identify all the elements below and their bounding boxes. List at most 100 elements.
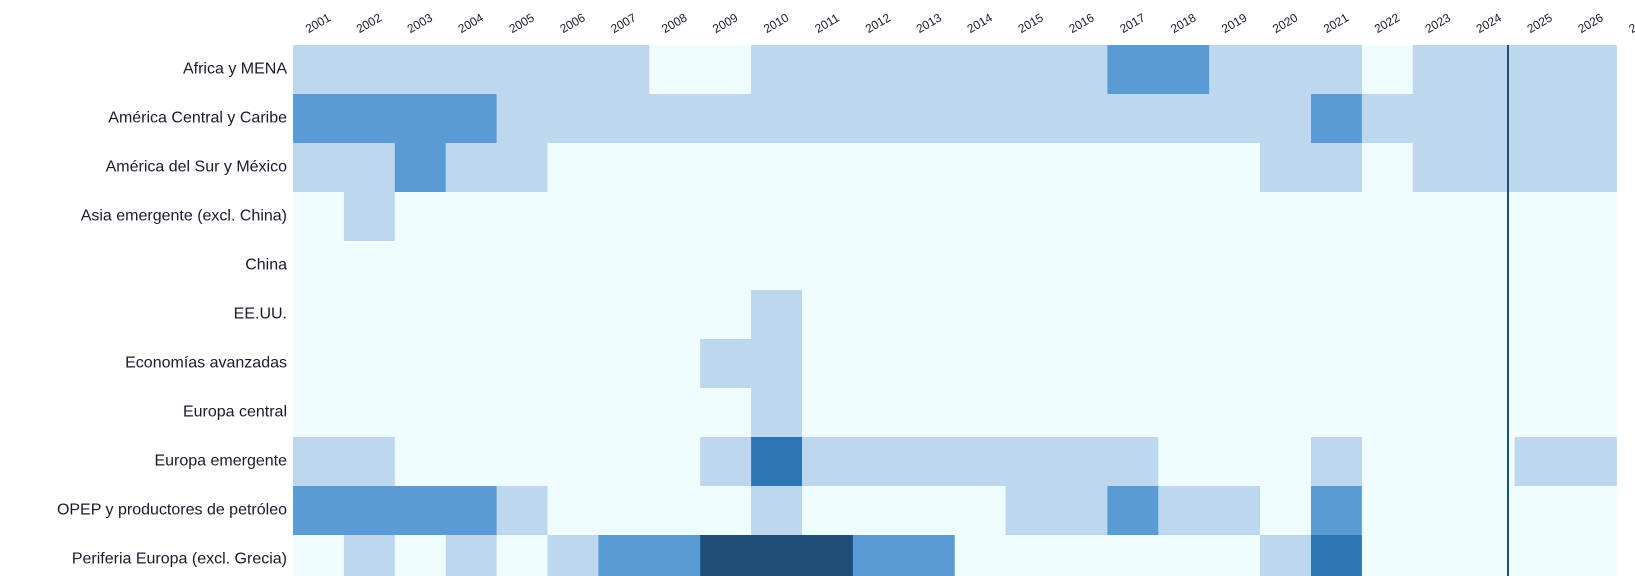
- x-tick-label: 2001: [303, 10, 333, 36]
- cell: [1463, 388, 1516, 438]
- cell: [394, 45, 447, 95]
- cell: [1107, 241, 1159, 291]
- cell: [598, 339, 650, 389]
- x-tick-label: 2027: [1626, 10, 1635, 36]
- cell: [1056, 339, 1108, 389]
- cell: [496, 339, 548, 389]
- cell: [1565, 143, 1617, 193]
- cell: [903, 339, 956, 389]
- cell: [1514, 388, 1566, 438]
- cell: [1361, 94, 1414, 144]
- cell: [1463, 437, 1516, 487]
- cell: [1056, 388, 1108, 438]
- cell: [1514, 535, 1566, 576]
- cell: [700, 94, 752, 144]
- cell: [445, 388, 498, 438]
- cell: [1311, 290, 1363, 340]
- cell: [1361, 339, 1414, 389]
- cell: [496, 94, 548, 144]
- cell: [1158, 486, 1210, 536]
- cell: [954, 290, 1007, 340]
- cell: [1361, 437, 1414, 487]
- cell: [954, 437, 1007, 487]
- cell: [903, 535, 956, 576]
- cell: [954, 388, 1007, 438]
- cell: [343, 241, 396, 291]
- cell: [1158, 535, 1210, 576]
- cell: [1005, 535, 1057, 576]
- cell: [1412, 388, 1465, 438]
- cell: [1005, 192, 1057, 242]
- cell: [954, 143, 1007, 193]
- cell: [496, 486, 548, 536]
- cell: [1463, 143, 1516, 193]
- cell: [343, 192, 396, 242]
- cell: [1209, 535, 1261, 576]
- cell: [445, 290, 498, 340]
- x-tick-label: 2022: [1372, 10, 1402, 36]
- cell: [1565, 388, 1617, 438]
- x-tick-label: 2019: [1219, 10, 1249, 36]
- cell: [1260, 486, 1312, 536]
- cell: [700, 486, 752, 536]
- cell: [1361, 290, 1414, 340]
- cell: [1107, 45, 1159, 95]
- cell: [445, 45, 498, 95]
- cell: [343, 388, 396, 438]
- cell: [598, 388, 650, 438]
- cell: [700, 192, 752, 242]
- cell: [547, 437, 599, 487]
- cell: [1361, 486, 1414, 536]
- cell: [903, 486, 956, 536]
- cell: [343, 437, 396, 487]
- cell: [1463, 486, 1516, 536]
- cell: [1565, 486, 1617, 536]
- cell: [954, 192, 1007, 242]
- cell: [1260, 437, 1312, 487]
- x-tick-label: 2007: [608, 10, 638, 36]
- x-tick-label: 2025: [1525, 10, 1555, 36]
- cell: [293, 437, 345, 487]
- cell: [751, 290, 803, 340]
- cell: [1311, 94, 1363, 144]
- cell: [1107, 535, 1159, 576]
- cell: [1158, 45, 1210, 95]
- cell: [802, 339, 854, 389]
- cell: [1056, 535, 1108, 576]
- x-tick-label: 2009: [710, 10, 740, 36]
- cell: [1565, 339, 1617, 389]
- cell: [903, 241, 956, 291]
- x-tick-label: 2023: [1423, 10, 1453, 36]
- cell: [394, 143, 447, 193]
- cell: [496, 45, 548, 95]
- cell: [1209, 45, 1261, 95]
- x-tick-label: 2013: [914, 10, 944, 36]
- cell: [1311, 486, 1363, 536]
- cell: [598, 192, 650, 242]
- cell: [598, 94, 650, 144]
- cell: [1260, 94, 1312, 144]
- cell: [1361, 388, 1414, 438]
- cell: [293, 241, 345, 291]
- cell: [700, 290, 752, 340]
- x-tick-label: 2004: [456, 10, 486, 36]
- cell: [1514, 290, 1566, 340]
- cell: [852, 290, 905, 340]
- y-tick-label: Europa central: [183, 404, 287, 421]
- cell: [852, 94, 905, 144]
- cell: [954, 94, 1007, 144]
- cell: [1412, 45, 1465, 95]
- cell: [649, 192, 701, 242]
- x-tick-label: 2012: [863, 10, 893, 36]
- cell: [751, 339, 803, 389]
- cell: [293, 143, 345, 193]
- cell: [598, 143, 650, 193]
- cell: [903, 192, 956, 242]
- cell: [1056, 143, 1108, 193]
- cell: [1311, 535, 1363, 576]
- cell: [1311, 388, 1363, 438]
- cell: [1209, 290, 1261, 340]
- cell: [802, 45, 854, 95]
- cell: [343, 486, 396, 536]
- cell: [343, 535, 396, 576]
